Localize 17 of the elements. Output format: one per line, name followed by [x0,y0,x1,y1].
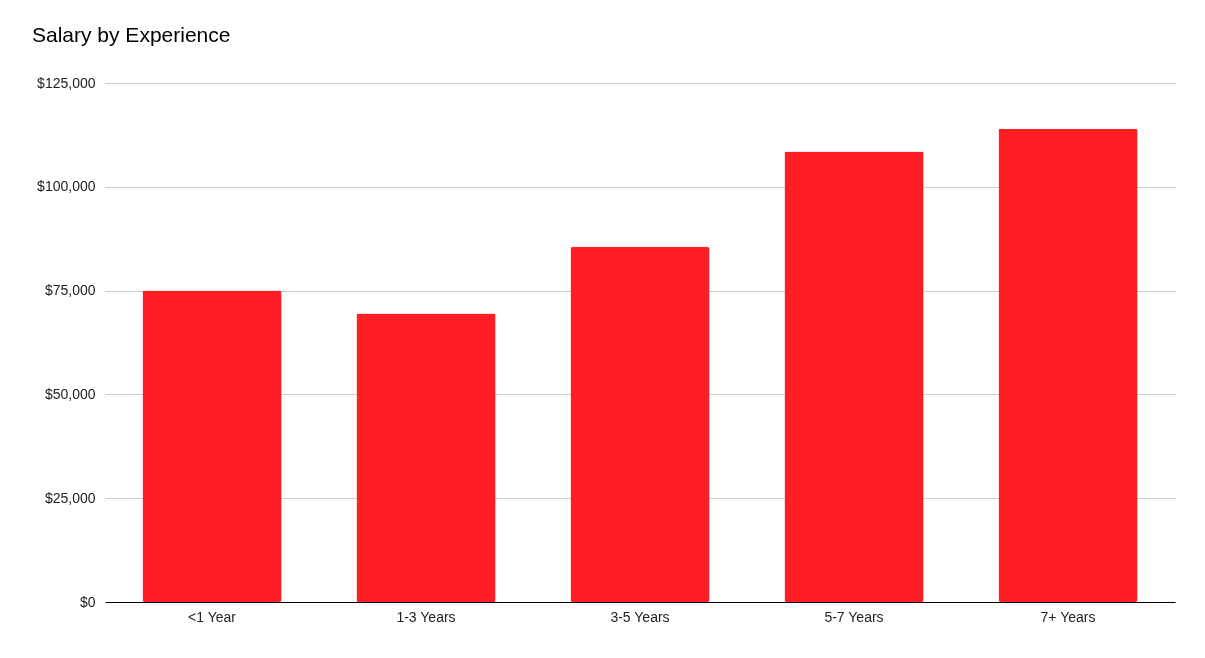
bar [570,247,710,602]
x-tick-label: <1 Year [188,608,237,625]
y-tick-label: $100,000 [37,178,96,195]
x-tick-label: 1-3 Years [396,608,456,625]
bar [142,290,282,602]
bar [998,128,1138,602]
y-tick-label: $25,000 [44,489,96,506]
bar [356,313,496,602]
y-tick-label: $0 [79,593,96,610]
x-tick-label: 3-5 Years [610,608,670,625]
y-tick-label: $50,000 [44,385,96,402]
y-tick-label: $125,000 [37,74,96,91]
bar [784,151,924,602]
x-tick-label: 7+ Years [1040,608,1096,625]
chart-title: Salary by Experience [32,23,231,46]
y-tick-label: $75,000 [44,282,96,299]
x-tick-label: 5-7 Years [824,608,884,625]
